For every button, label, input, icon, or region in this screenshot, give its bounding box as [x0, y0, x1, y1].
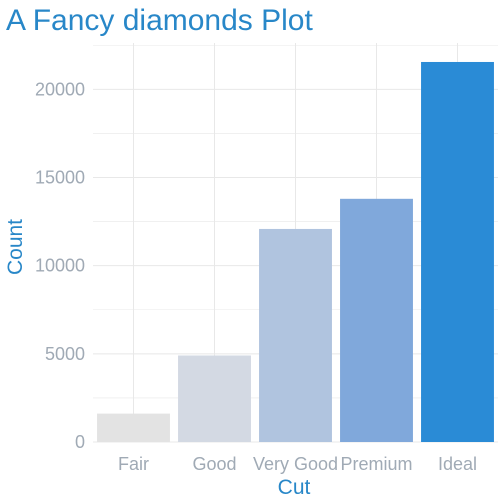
x-tick-label: Good	[192, 454, 236, 474]
y-axis-title: Count	[4, 219, 27, 275]
x-tick-label: Premium	[340, 454, 412, 474]
chart-title: A Fancy diamonds Plot	[6, 4, 313, 37]
y-tick-label: 10000	[35, 256, 85, 276]
bars	[97, 61, 494, 442]
bar-premium	[340, 198, 413, 442]
y-axis-ticks: 0 5000 10000 15000 20000	[35, 79, 85, 452]
x-axis-title: Cut	[278, 476, 311, 499]
bar-ideal	[421, 61, 494, 442]
x-tick-label: Very Good	[253, 454, 338, 474]
bar-fair	[97, 413, 170, 442]
x-tick-label: Ideal	[438, 454, 477, 474]
x-axis-ticks: Fair Good Very Good Premium Ideal	[118, 454, 477, 474]
x-tick-label: Fair	[118, 454, 149, 474]
bar-very-good	[259, 228, 332, 442]
y-tick-label: 20000	[35, 79, 85, 99]
bar-good	[178, 355, 251, 442]
y-tick-label: 15000	[35, 167, 85, 187]
y-tick-label: 0	[75, 432, 85, 452]
y-tick-label: 5000	[45, 344, 85, 364]
